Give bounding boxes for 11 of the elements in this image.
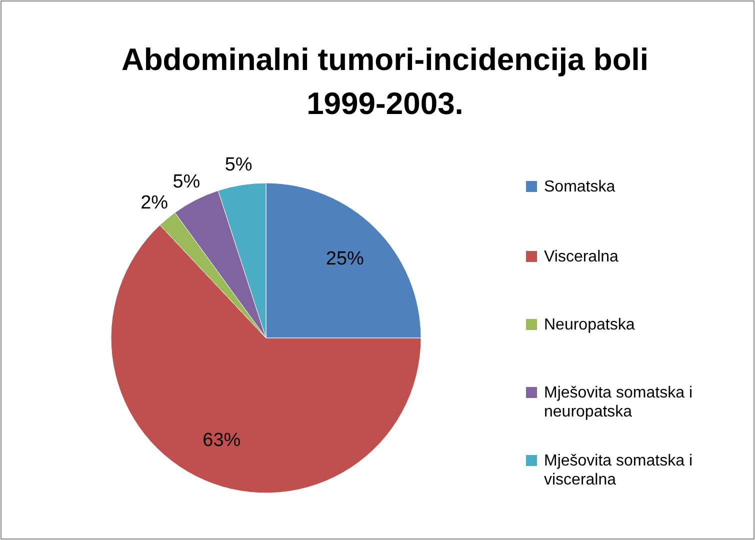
legend-label: Mješovita somatska i visceralna (544, 452, 692, 488)
legend-label: Mješovita somatska i neuropatska (544, 384, 692, 420)
chart-title: Abdominalni tumori-incidencija boli 1999-2003. (121, 42, 649, 121)
data-label: 25% (326, 248, 364, 270)
data-label: 5% (224, 154, 252, 176)
data-label: 63% (202, 430, 241, 451)
legend-label: Neuropatska (544, 316, 635, 334)
data-label: 2% (140, 192, 168, 214)
data-label: 5% (172, 171, 200, 192)
legend-label: Visceralna (544, 248, 619, 266)
legend-label: Somatska (544, 178, 616, 196)
